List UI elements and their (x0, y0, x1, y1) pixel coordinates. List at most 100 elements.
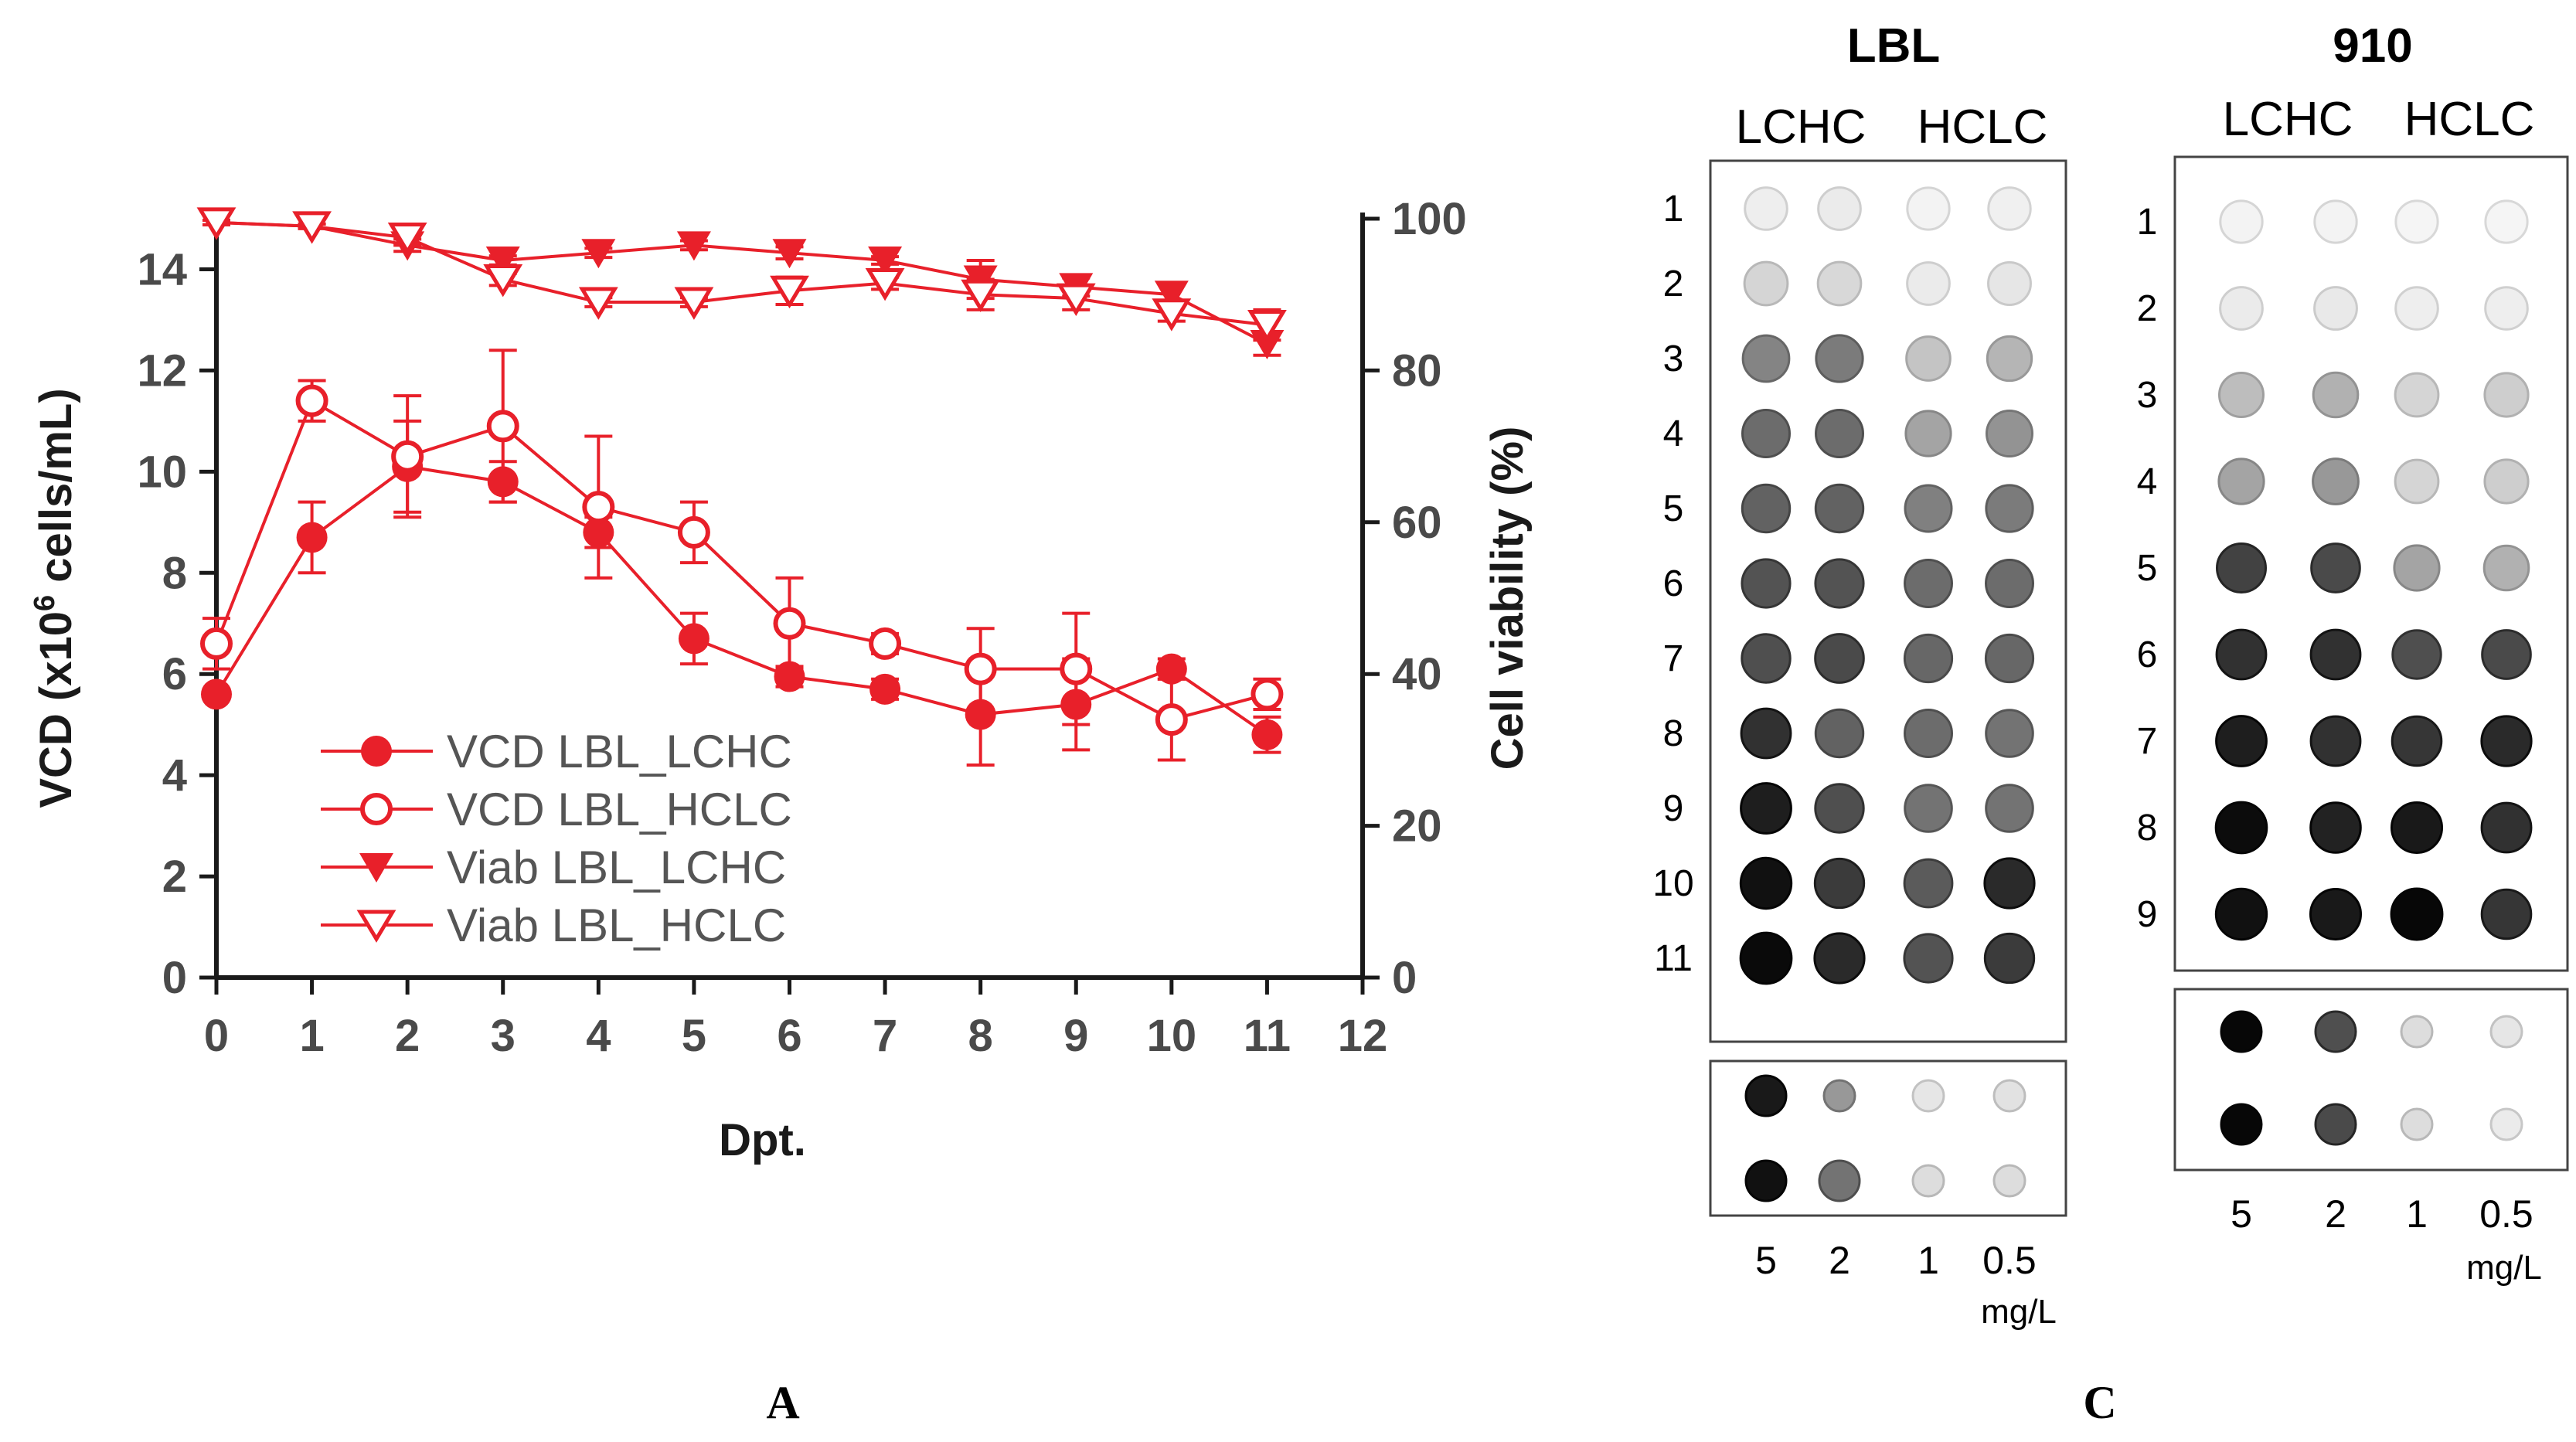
blot-dot (2480, 715, 2533, 767)
blot-dot (1744, 186, 1788, 231)
blot-row-label: 3 (1663, 338, 1684, 379)
x-tick-label: 4 (586, 1011, 611, 1061)
blot-row-label: 8 (2137, 808, 2158, 849)
blot-row-label: 1 (1663, 189, 1684, 230)
data-point (201, 678, 232, 710)
blot-dot (1814, 558, 1865, 609)
blot-dot (1904, 484, 1953, 533)
blot-title: 910 (2333, 19, 2412, 73)
blot-dot (2216, 542, 2267, 593)
data-point (964, 652, 997, 685)
blot-dot (1986, 335, 2033, 383)
blot-row-label: 11 (1654, 938, 1693, 979)
blot-dot (1984, 633, 2035, 684)
blot-dot (1903, 858, 1954, 909)
standard-dot (2220, 1103, 2263, 1146)
blot-row-label: 5 (2137, 548, 2158, 589)
legend-label: VCD LBL_HCLC (447, 784, 792, 835)
blot-dot (2214, 801, 2268, 855)
concentration-unit: mg/L (2466, 1249, 2542, 1287)
standard-dot (1992, 1079, 2026, 1113)
blot-dot (2394, 199, 2439, 244)
y-left-tick-label: 4 (162, 750, 187, 801)
y-left-title-part: cells/mL) (31, 388, 81, 595)
y-right-tick-label: 80 (1392, 345, 1442, 396)
data-point (1152, 298, 1192, 332)
blot-row-label: 7 (1663, 638, 1684, 679)
y-axis-left-title: VCD (x106 cells/mL) (29, 388, 81, 808)
blot-dot (1741, 558, 1792, 609)
data-point (1155, 653, 1187, 685)
data-point (1247, 309, 1287, 343)
blot-dot (1741, 334, 1791, 383)
blot-dot (1905, 335, 1952, 382)
blot-row-label: 8 (1663, 713, 1684, 754)
blot-dot (2309, 887, 2363, 941)
blot-dot (2480, 888, 2533, 940)
standard-dot (1911, 1079, 1945, 1113)
blot-group-label: LCHC (1736, 100, 1866, 154)
series-line (216, 220, 1268, 345)
blot-group-label: HCLC (1918, 100, 2048, 154)
legend-label: Viab LBL_LCHC (447, 842, 786, 893)
data-point (1250, 330, 1285, 360)
y-left-tick-label: 2 (162, 852, 187, 902)
data-point (1060, 652, 1093, 685)
y-left-tick-label: 8 (162, 548, 187, 598)
panel-label-c: C (2083, 1377, 2116, 1428)
standard-dot (1818, 1159, 1861, 1202)
concentration-label: 1 (1918, 1239, 1939, 1282)
standard-dot (1822, 1079, 1856, 1113)
blot-dot (1740, 707, 1792, 760)
data-point (676, 231, 711, 261)
blot-title: LBL (1847, 19, 1941, 73)
blot-dot (1741, 409, 1791, 458)
blot-row-label: 2 (2137, 288, 2158, 329)
blot-dot (2215, 628, 2268, 681)
blot-dot (1739, 931, 1793, 985)
blot-dot (2483, 372, 2530, 418)
blot-dot (1985, 409, 2034, 458)
series-vcd-lbl-lchc (201, 419, 1283, 767)
blot-dot (1985, 784, 2034, 833)
concentration-label: 0.5 (2479, 1192, 2533, 1236)
data-point (678, 623, 710, 655)
blot-dot (2313, 199, 2358, 244)
blot-dot (1904, 784, 1953, 833)
blot-dot (2391, 629, 2442, 680)
line-chart-a: 0 1 2 3 4 5 6 7 8 9 10 11 1202468101214020406080100D… (29, 194, 1533, 1165)
blot-dot (1739, 856, 1793, 910)
blot-dot (2218, 372, 2265, 418)
y-right-tick-label: 20 (1392, 801, 1442, 852)
data-point (196, 207, 237, 240)
series-viab-lbl-hclc (196, 207, 1287, 343)
data-point (1251, 678, 1284, 711)
blot-dot (2309, 801, 2362, 854)
blot-dot (1903, 633, 1954, 684)
concentration-unit: mg/L (1981, 1293, 2057, 1331)
blot-group-label: HCLC (2404, 93, 2535, 146)
blot-dot (1817, 186, 1862, 231)
blot-dot (1815, 409, 1864, 458)
standard-dot (2220, 1010, 2263, 1053)
legend-label: VCD LBL_LCHC (447, 726, 792, 777)
data-point (1056, 283, 1096, 316)
blot-dot (2482, 544, 2530, 592)
blot-row-label: 9 (2137, 894, 2158, 935)
blot-group-label: LCHC (2223, 93, 2353, 146)
legend-marker (360, 793, 393, 825)
blot-panel-910: 910 LCHC HCLC 1 2 3 4 5 6 7 8 9 5 2 1 0.5 mg/L (2137, 19, 2569, 1287)
blot-dot (2310, 542, 2361, 593)
x-tick-label: 12 (1338, 1011, 1388, 1061)
y-left-tick-label: 12 (137, 345, 187, 396)
panel-label-a: A (766, 1377, 799, 1428)
blot-dot (2309, 628, 2362, 681)
blot-row-label: 9 (1663, 788, 1684, 829)
data-point (869, 673, 901, 705)
blot-dot (2394, 458, 2440, 505)
x-tick-label: 5 (682, 1011, 706, 1061)
blot-dot (1816, 260, 1863, 307)
data-point (770, 275, 809, 309)
y-left-tick-label: 6 (162, 649, 187, 699)
